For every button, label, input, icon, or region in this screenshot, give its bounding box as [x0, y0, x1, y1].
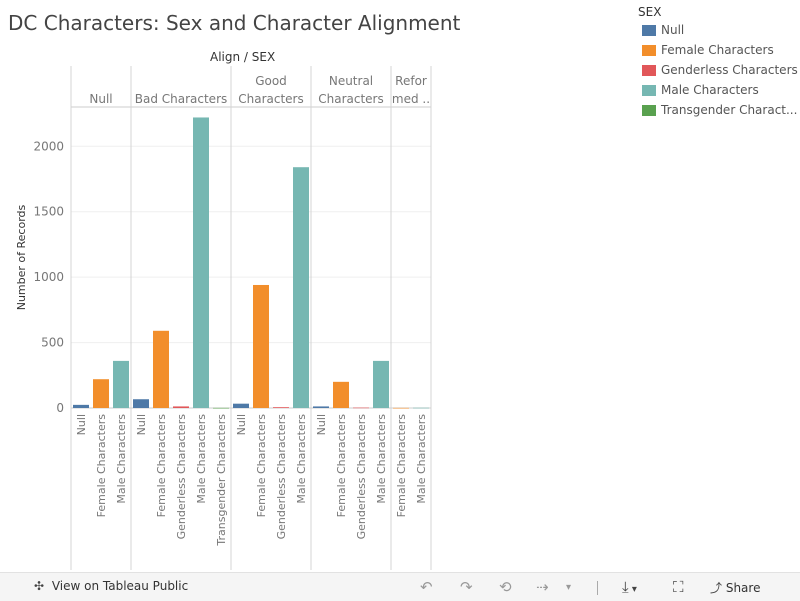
chart-title: DC Characters: Sex and Character Alignme…	[8, 11, 461, 35]
y-axis-label: Number of Records	[15, 204, 28, 310]
legend-item-transgender[interactable]: Transgender Charact...	[636, 100, 800, 120]
x-tick-label: Genderless Characters	[355, 414, 368, 540]
share-label: Share	[725, 581, 761, 595]
y-tick-label: 1500	[33, 205, 64, 219]
panel-header-label: Bad Characters	[135, 92, 228, 106]
y-tick-label: 0	[56, 401, 64, 415]
tableau-toolbar: ✣ View on Tableau Public ↶ ↷ ⟲ ⇢ ▾ ⤓ ▾ ⛶…	[0, 572, 800, 601]
x-tick-label: Male Characters	[295, 414, 308, 504]
panel-header-label: Refor	[395, 74, 427, 88]
share-icon: ⤴	[710, 581, 726, 595]
x-tick-label: Transgender Characters	[215, 414, 228, 547]
legend-swatch	[642, 25, 656, 36]
x-tick-label: Genderless Characters	[275, 414, 288, 540]
x-tick-label: Null	[235, 414, 248, 435]
legend-swatch	[642, 85, 656, 96]
fullscreen-icon[interactable]: ⛶	[673, 578, 684, 596]
column-header-title: Align / SEX	[210, 50, 276, 64]
bar	[113, 360, 129, 408]
bar	[373, 360, 389, 408]
bar	[413, 407, 429, 409]
legend-label: Genderless Characters	[661, 63, 798, 77]
revert-icon[interactable]: ⟲	[499, 578, 512, 596]
bar	[213, 407, 229, 409]
x-tick-label: Male Characters	[415, 414, 428, 504]
x-tick-label: Female Characters	[255, 414, 268, 518]
y-tick-label: 1000	[33, 270, 64, 284]
legend-label: Female Characters	[661, 43, 774, 57]
legend-item-null[interactable]: Null	[636, 20, 800, 40]
chevron-down-icon[interactable]: ▾	[566, 582, 572, 593]
panel-header-label: Characters	[238, 92, 304, 106]
legend-title: SEX	[638, 5, 662, 19]
legend-label: Null	[661, 23, 685, 37]
undo-icon[interactable]: ↶	[420, 578, 433, 596]
x-tick-label: Female Characters	[95, 414, 108, 518]
y-tick-label: 500	[41, 336, 64, 350]
panel-header-label: Characters	[318, 92, 384, 106]
legend-label: Transgender Charact...	[661, 103, 798, 117]
x-tick-label: Male Characters	[375, 414, 388, 504]
view-on-tableau-link[interactable]: ✣ View on Tableau Public	[34, 579, 188, 593]
tableau-logo-icon: ✣	[34, 579, 45, 593]
legend-swatch	[642, 45, 656, 56]
legend-label: Male Characters	[661, 83, 759, 97]
bar	[333, 381, 349, 408]
bar	[353, 407, 369, 409]
redo-icon[interactable]: ↷	[460, 578, 473, 596]
legend-swatch	[642, 65, 656, 76]
bar-chart: 0 500 1000 1500 2000 Number of Records Null Nul…	[15, 66, 432, 570]
bar	[193, 117, 209, 408]
bar	[133, 399, 149, 408]
legend-swatch	[642, 105, 656, 116]
x-tick-label: Male Characters	[195, 414, 208, 504]
panel-header-label: Neutral	[329, 74, 373, 88]
bar	[393, 407, 409, 409]
bar	[293, 167, 309, 408]
refresh-icon[interactable]: ⇢	[536, 578, 549, 596]
bar	[253, 284, 269, 408]
bar	[73, 404, 89, 408]
x-tick-label: Null	[315, 414, 328, 435]
toolbar-divider	[597, 581, 598, 595]
legend-item-male[interactable]: Male Characters	[636, 80, 800, 100]
panel-header-label: Null	[89, 92, 112, 106]
x-tick-label: Female Characters	[155, 414, 168, 518]
x-tick-label: Null	[135, 414, 148, 435]
x-tick-label: Male Characters	[115, 414, 128, 504]
view-on-tableau-label: View on Tableau Public	[51, 579, 189, 593]
share-button[interactable]: ⤴ Share	[710, 579, 760, 596]
x-tick-label: Female Characters	[395, 414, 408, 518]
x-tick-label: Female Characters	[335, 414, 348, 518]
bar	[153, 330, 169, 408]
bar	[93, 379, 109, 408]
x-tick-label: Genderless Characters	[175, 414, 188, 540]
bar	[233, 403, 249, 408]
bar	[313, 406, 329, 408]
panel-header-label: med ..	[392, 92, 430, 106]
legend: SEX Null Female Characters Genderless Ch…	[636, 4, 800, 120]
download-icon[interactable]: ⤓ ▾	[622, 578, 637, 596]
y-tick-label: 2000	[33, 139, 64, 153]
legend-item-genderless[interactable]: Genderless Characters	[636, 60, 800, 80]
panel-header-label: Good	[255, 74, 287, 88]
bar	[173, 406, 189, 408]
legend-item-female[interactable]: Female Characters	[636, 40, 800, 60]
bar	[273, 407, 289, 408]
x-tick-label: Null	[75, 414, 88, 435]
